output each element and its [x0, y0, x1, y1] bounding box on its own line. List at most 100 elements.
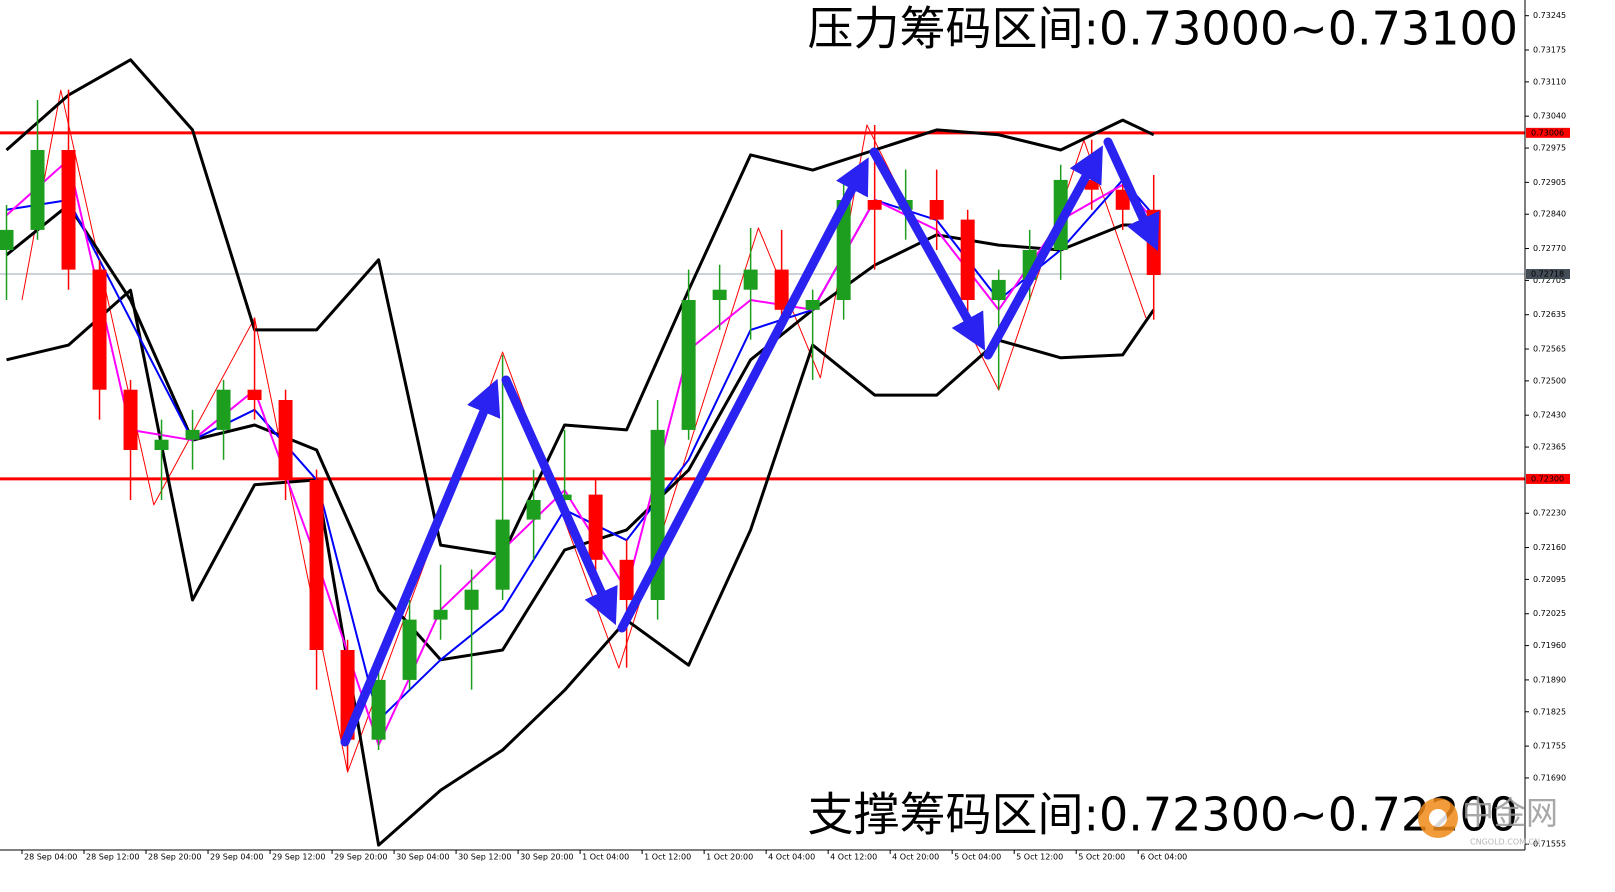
arrow — [869, 147, 986, 351]
y-tick-label: 0.72430 — [1533, 411, 1566, 420]
arrow — [1103, 137, 1160, 252]
candle-body — [61, 150, 76, 270]
y-tick-label: 0.71755 — [1533, 742, 1566, 751]
candle-body — [867, 200, 882, 210]
candle-body — [464, 589, 479, 610]
x-tick-label: 1 Oct 04:00 — [582, 853, 629, 862]
candle-body — [433, 609, 448, 620]
y-tick-label: 0.71690 — [1533, 773, 1566, 782]
y-tick-label: 0.72770 — [1533, 244, 1566, 253]
y-tick-label: 0.72500 — [1533, 376, 1566, 385]
watermark-logo — [1429, 809, 1447, 827]
arrow — [340, 378, 501, 747]
price-level-box — [1526, 473, 1570, 484]
annotation: 支撑筹码区间:0.72300~0.72200 — [808, 788, 1518, 842]
watermark: 中金网 CNGOLD.COM.CN — [1418, 794, 1558, 847]
price-level-label: 0.72300 — [1531, 474, 1564, 483]
price-level-label: 0.72718 — [1531, 270, 1564, 279]
candle-body — [185, 429, 200, 440]
y-tick-label: 0.72705 — [1533, 276, 1566, 285]
arrow — [617, 157, 869, 633]
x-tick-label: 5 Oct 04:00 — [954, 853, 1001, 862]
y-tick-label: 0.72840 — [1533, 210, 1566, 219]
candle-body — [402, 619, 417, 680]
price-level-box — [1526, 269, 1570, 280]
candle-body — [929, 200, 944, 220]
y-tick-label: 0.72160 — [1533, 543, 1566, 552]
indicator-line — [5, 58, 1155, 557]
trend-arrows — [340, 137, 1160, 747]
x-tick-label: 29 Sep 04:00 — [210, 853, 263, 862]
x-tick-label: 4 Oct 12:00 — [830, 853, 877, 862]
y-tick-label: 0.72565 — [1533, 345, 1566, 354]
candle-body — [805, 300, 820, 310]
candle-body — [154, 439, 169, 450]
candle-body — [1115, 189, 1130, 210]
price-level-label: 0.73006 — [1531, 128, 1564, 137]
zigzag-line — [21, 89, 1147, 773]
candle-body — [371, 679, 386, 740]
candle-body — [681, 300, 696, 430]
candle-body — [278, 400, 293, 480]
candle-body — [92, 269, 107, 390]
y-tick-label: 0.72635 — [1533, 310, 1566, 319]
candle-body — [836, 200, 851, 300]
candle-body — [619, 559, 634, 600]
candle-body — [495, 519, 510, 590]
price-level-box — [1526, 127, 1570, 138]
y-tick-label: 0.73040 — [1533, 112, 1566, 121]
x-tick-label: 30 Sep 12:00 — [458, 853, 511, 862]
candle-body — [0, 229, 14, 250]
candle-body — [557, 494, 572, 500]
x-tick-label: 5 Oct 12:00 — [1016, 853, 1063, 862]
y-tick-label: 0.72230 — [1533, 509, 1566, 518]
watermark-text: CNGOLD.COM.CN — [1470, 838, 1540, 847]
watermark-text: 中金网 — [1462, 794, 1558, 832]
candle-body — [588, 494, 603, 560]
x-tick-label: 6 Oct 04:00 — [1140, 853, 1187, 862]
y-tick-label: 0.71555 — [1533, 840, 1566, 849]
candle-body — [712, 289, 727, 300]
y-tick-label: 0.72095 — [1533, 575, 1566, 584]
candle-body — [991, 279, 1006, 300]
x-tick-label: 5 Oct 20:00 — [1078, 853, 1125, 862]
y-tick-label: 0.72975 — [1533, 144, 1566, 153]
x-tick-label: 30 Sep 20:00 — [520, 853, 573, 862]
x-tick-label: 30 Sep 04:00 — [396, 853, 449, 862]
y-tick-label: 0.73175 — [1533, 46, 1566, 55]
arrow — [983, 145, 1103, 360]
x-tick-label: 4 Oct 20:00 — [892, 853, 939, 862]
candle-body — [960, 219, 975, 300]
annotation: 压力筹码区间:0.73000~0.73100 — [808, 2, 1518, 56]
candle-body — [247, 389, 262, 400]
y-tick-label: 0.71825 — [1533, 707, 1566, 716]
candle-body — [743, 269, 758, 290]
x-tick-label: 1 Oct 12:00 — [644, 853, 691, 862]
candle-body — [309, 479, 324, 650]
x-tick-label: 29 Sep 20:00 — [334, 853, 387, 862]
y-tick-label: 0.72365 — [1533, 443, 1566, 452]
plot-area — [0, 58, 1525, 847]
y-tick-label: 0.72025 — [1533, 609, 1566, 618]
candle-body — [774, 269, 789, 310]
y-tick-label: 0.71890 — [1533, 675, 1566, 684]
x-tick-label: 1 Oct 20:00 — [706, 853, 753, 862]
x-tick-label: 4 Oct 04:00 — [768, 853, 815, 862]
axes: 0.73245 0.73175 0.73110 0.73040 0.72975 0.729… — [21, 11, 1570, 862]
x-tick-label: 28 Sep 20:00 — [148, 853, 201, 862]
x-tick-label: 28 Sep 12:00 — [86, 853, 139, 862]
y-tick-label: 0.72905 — [1533, 178, 1566, 187]
y-tick-label: 0.73110 — [1533, 77, 1566, 86]
candle-body — [30, 150, 45, 230]
candle-body — [216, 389, 231, 430]
x-tick-label: 28 Sep 04:00 — [24, 853, 77, 862]
y-tick-label: 0.71960 — [1533, 641, 1566, 650]
x-tick-label: 29 Sep 12:00 — [272, 853, 325, 862]
y-tick-label: 0.73245 — [1533, 11, 1566, 20]
arrow — [501, 375, 618, 626]
candle-body — [123, 389, 138, 450]
candle-body — [526, 500, 541, 520]
candle-body — [1146, 209, 1161, 275]
